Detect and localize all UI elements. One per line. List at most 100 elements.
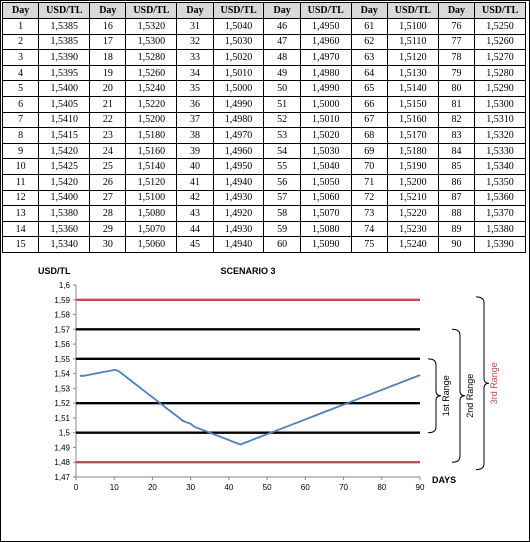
day-cell: 53 (263, 127, 301, 144)
table-row: 4 1,5395 19 1,5260 34 1,5010 49 1,4980 64 1,5130 7… (1, 64, 526, 82)
y-tick-label: 1,57 (54, 325, 70, 334)
rate-cell: 1,5280 (474, 64, 526, 82)
day-cell: 14 (1, 220, 40, 238)
range-bracket (451, 328, 466, 463)
rate-cell: 1,5425 (38, 158, 91, 175)
rate-cell: 1,5280 (125, 49, 178, 66)
rate-cell: 1,4940 (212, 173, 265, 191)
day-cell: 44 (176, 220, 214, 238)
column-header: Day (176, 2, 214, 19)
x-tick-label: 50 (263, 483, 272, 492)
day-cell: 5 (1, 80, 40, 97)
rate-cell: 1,5400 (38, 189, 91, 207)
rate-cell: 1,5230 (386, 220, 439, 238)
rate-cell: 1,5080 (125, 205, 178, 222)
rate-cell: 1,5415 (38, 127, 91, 144)
day-cell: 23 (89, 127, 127, 144)
day-cell: 26 (89, 173, 127, 191)
y-tick-label: 1,53 (54, 384, 70, 393)
rate-cell: 1,5090 (299, 236, 352, 253)
day-cell: 24 (89, 142, 127, 160)
day-cell: 22 (89, 111, 127, 129)
rate-cell: 1,4960 (299, 33, 352, 51)
day-cell: 27 (89, 189, 127, 207)
y-axis-label: USD/TL (38, 266, 71, 276)
rate-cell: 1,5300 (125, 33, 178, 51)
rate-cell: 1,5385 (38, 18, 91, 35)
rate-cell: 1,5310 (474, 111, 526, 129)
rate-cell: 1,5000 (212, 80, 265, 97)
rate-cell: 1,5130 (386, 64, 439, 82)
day-cell: 77 (437, 33, 476, 51)
day-cell: 18 (89, 49, 127, 66)
x-tick-label: 30 (186, 483, 195, 492)
rate-cell: 1,5260 (474, 33, 526, 51)
day-cell: 8 (1, 127, 40, 144)
day-cell: 33 (176, 49, 214, 66)
table-row: 13 1,5380 28 1,5080 43 1,4920 58 1,5070 73 1,5220… (1, 205, 526, 222)
rate-cell: 1,5060 (125, 236, 178, 253)
table-row: 11 1,5420 26 1,5120 41 1,4940 56 1,5050 71 1,5200… (1, 173, 526, 191)
day-cell: 66 (350, 95, 388, 113)
day-cell: 46 (263, 18, 301, 35)
rate-cell: 1,5420 (38, 142, 91, 160)
rate-cell: 1,4990 (299, 80, 352, 97)
day-cell: 34 (176, 64, 214, 82)
rate-cell: 1,5220 (386, 205, 439, 222)
day-cell: 13 (1, 205, 40, 222)
day-cell: 39 (176, 142, 214, 160)
rate-cell: 1,5380 (474, 220, 526, 238)
column-header: USD/TL (299, 2, 352, 19)
table-row: 3 1,5390 18 1,5280 33 1,5020 48 1,4970 63 1,5120 7… (1, 49, 526, 66)
table-row: 10 1,5425 25 1,5140 40 1,4950 55 1,5040 70 1,5190… (1, 158, 526, 175)
day-cell: 17 (89, 33, 127, 51)
day-cell: 45 (176, 236, 214, 253)
range-label: 3rd Range (489, 362, 499, 404)
rate-cell: 1,5380 (38, 205, 91, 222)
day-cell: 72 (350, 189, 388, 207)
rate-cell: 1,5060 (299, 189, 352, 207)
day-cell: 86 (437, 173, 476, 191)
day-cell: 57 (263, 189, 301, 207)
rate-cell: 1,5290 (474, 80, 526, 97)
y-tick-label: 1,47 (54, 473, 70, 482)
rate-cell: 1,4960 (212, 142, 265, 160)
rate-cell: 1,5390 (38, 49, 91, 66)
rate-cell: 1,5040 (212, 18, 265, 35)
rate-cell: 1,4950 (212, 158, 265, 175)
x-tick-label: 40 (224, 483, 233, 492)
range-label: 2nd Range (465, 374, 475, 418)
day-cell: 71 (350, 173, 388, 191)
range-brackets: 1st Range 2nd Range 3rd Range (427, 296, 499, 471)
day-cell: 3 (1, 49, 40, 66)
day-cell: 36 (176, 95, 214, 113)
rate-cell: 1,5220 (125, 95, 178, 113)
table-row: 2 1,5385 17 1,5300 32 1,5030 47 1,4960 62 1,5110 7… (1, 33, 526, 51)
rate-cell: 1,5050 (299, 173, 352, 191)
day-cell: 21 (89, 95, 127, 113)
rate-cell: 1,4940 (212, 236, 265, 253)
rate-cell: 1,5410 (38, 111, 91, 129)
rate-cell: 1,5210 (386, 189, 439, 207)
day-cell: 61 (350, 18, 388, 35)
rate-cell: 1,5170 (386, 127, 439, 144)
day-cell: 81 (437, 95, 476, 113)
y-tick-label: 1,5 (59, 429, 71, 438)
rate-cell: 1,4980 (299, 64, 352, 82)
rate-cell: 1,5190 (386, 158, 439, 175)
day-cell: 41 (176, 173, 214, 191)
y-tick-label: 1,56 (54, 340, 70, 349)
rate-cell: 1,5250 (474, 18, 526, 35)
table-row: 6 1,5405 21 1,5220 36 1,4990 51 1,5000 66 1,5150 8… (1, 95, 526, 113)
day-cell: 42 (176, 189, 214, 207)
rate-cell: 1,5240 (125, 80, 178, 97)
day-cell: 63 (350, 49, 388, 66)
day-cell: 85 (437, 158, 476, 175)
rate-cell: 1,4950 (299, 18, 352, 35)
rate-cell: 1,5070 (299, 205, 352, 222)
rate-cell: 1,5140 (386, 80, 439, 97)
table-row: 9 1,5420 24 1,5160 39 1,4960 54 1,5030 69 1,5180 8… (1, 142, 526, 160)
rate-cell: 1,5340 (474, 158, 526, 175)
rate-cell: 1,5000 (299, 95, 352, 113)
axes: 1,47 1,48 1,49 1,5 1,51 1,52 1,53 1,54 1,55 1,56 1… (54, 281, 425, 492)
